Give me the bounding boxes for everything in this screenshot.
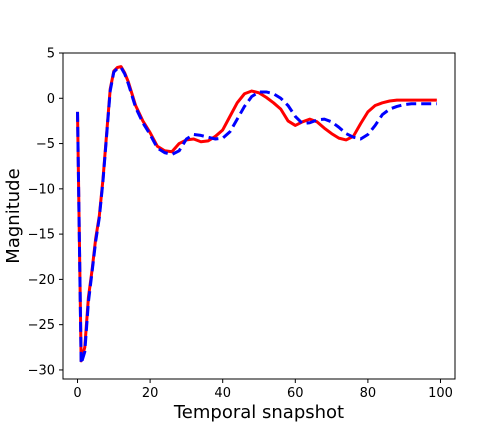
plot-frame [62,52,456,380]
x-tick-label: 20 [142,386,159,401]
series-line-red [76,65,437,363]
x-axis-label: Temporal snapshot [173,402,344,423]
x-tick-label: 100 [428,386,453,401]
x-tick-label: 0 [73,386,81,401]
x-tick-label: 40 [214,386,231,401]
y-tick-label: −20 [28,273,55,288]
series-line-blue-dashed [76,65,437,366]
y-tick-label: −30 [28,363,55,378]
y-axis-label: Magnitude [3,168,24,263]
y-tick-label: −5 [36,137,55,152]
x-tick-label: 80 [360,386,377,401]
y-tick-label: −15 [28,228,55,243]
ticks-layer: 0 20 40 60 80 100 5 0 −5 −10 −15 −20 −25 −30 [28,47,453,402]
series-layer [76,65,437,366]
y-tick-label: 0 [47,92,55,107]
y-tick-label: −10 [28,182,55,197]
x-tick-label: 60 [287,386,304,401]
y-tick-label: 5 [47,47,55,62]
y-tick-label: −25 [28,318,55,333]
